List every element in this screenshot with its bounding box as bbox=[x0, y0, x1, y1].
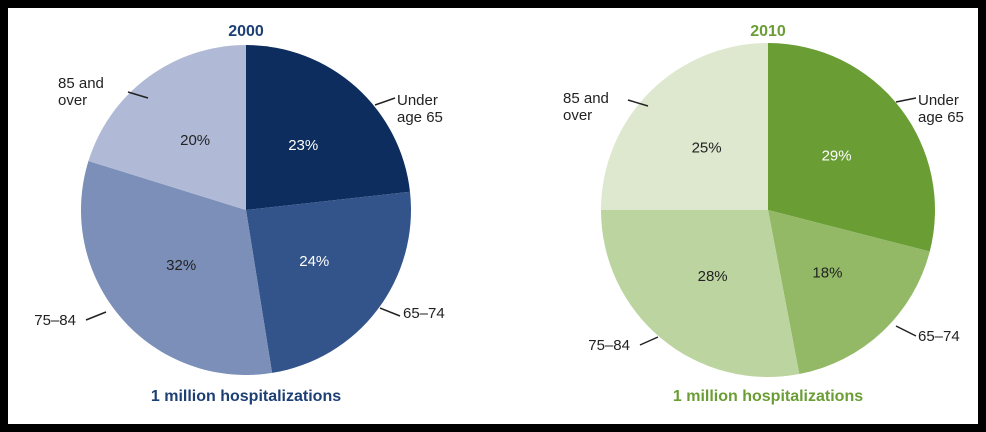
pie-slice bbox=[768, 210, 930, 375]
category-label: Under age 65 bbox=[918, 92, 964, 126]
value-label: 18% bbox=[812, 264, 842, 281]
chart-title: 2010 bbox=[750, 23, 786, 40]
caption: 1 million hospitalizations bbox=[673, 388, 863, 405]
leader-line bbox=[895, 97, 917, 103]
leader-line bbox=[627, 99, 649, 107]
value-label: 25% bbox=[692, 140, 722, 157]
leader-line bbox=[374, 97, 396, 106]
category-label: 65–74 bbox=[403, 305, 445, 322]
chart-title: 2000 bbox=[228, 23, 264, 40]
category-label: 85 and over bbox=[563, 90, 609, 124]
pie-slice bbox=[246, 45, 410, 210]
leader-line bbox=[895, 325, 917, 337]
value-label: 32% bbox=[166, 257, 196, 274]
value-label: 20% bbox=[180, 132, 210, 149]
category-label: 65–74 bbox=[918, 328, 960, 345]
leader-line bbox=[639, 336, 659, 346]
leader-line bbox=[127, 91, 149, 99]
pie-slice bbox=[768, 43, 936, 252]
leader-line bbox=[379, 307, 401, 317]
pie-slice bbox=[601, 43, 768, 210]
pie-slice bbox=[80, 161, 273, 376]
value-label: 28% bbox=[698, 268, 728, 285]
pie-slice bbox=[88, 45, 246, 210]
category-label: Under age 65 bbox=[397, 92, 443, 126]
category-label: 85 and over bbox=[58, 75, 104, 109]
category-label: 75–84 bbox=[588, 337, 630, 354]
pie-slice bbox=[601, 210, 800, 377]
category-label: 75–84 bbox=[34, 312, 76, 329]
value-label: 23% bbox=[288, 137, 318, 154]
value-label: 29% bbox=[822, 148, 852, 165]
value-label: 24% bbox=[299, 253, 329, 270]
caption: 1 million hospitalizations bbox=[151, 388, 341, 405]
leader-line bbox=[85, 311, 107, 321]
pie-slice bbox=[246, 191, 411, 373]
